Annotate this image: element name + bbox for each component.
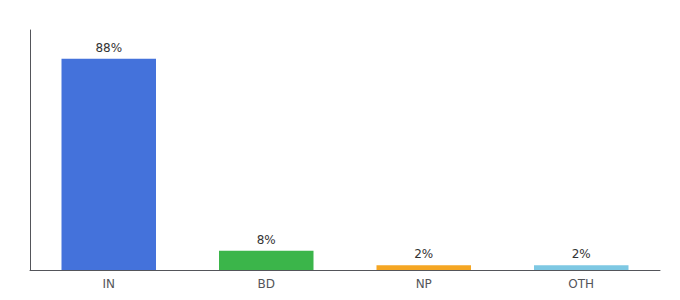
svg-text:IN: IN [102, 277, 115, 291]
svg-text:88%: 88% [95, 41, 122, 55]
svg-text:8%: 8% [257, 233, 276, 247]
svg-text:BD: BD [258, 277, 275, 291]
svg-text:NP: NP [416, 277, 432, 291]
svg-text:2%: 2% [572, 247, 591, 261]
svg-text:OTH: OTH [568, 277, 594, 291]
svg-text:2%: 2% [414, 247, 433, 261]
